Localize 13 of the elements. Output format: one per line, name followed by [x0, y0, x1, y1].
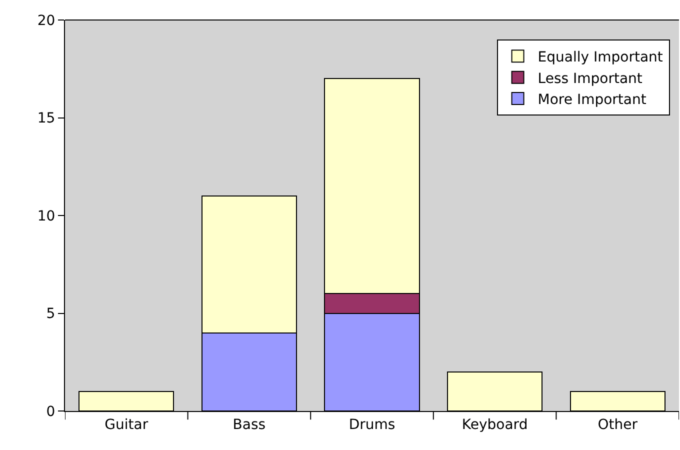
- x-tick-label: Guitar: [104, 416, 148, 433]
- y-tick-label: 20: [37, 12, 56, 29]
- x-tick-label: Keyboard: [462, 416, 528, 433]
- x-tick-label: Other: [598, 416, 638, 433]
- legend-label: Equally Important: [538, 50, 664, 66]
- y-tick-label: 5: [46, 306, 56, 322]
- x-tick-label: Bass: [232, 416, 266, 433]
- legend-label: Less Important: [538, 70, 643, 87]
- legend-label: More Important: [538, 92, 647, 108]
- y-tick-label: 0: [46, 404, 56, 420]
- y-tick-label: 15: [37, 110, 56, 127]
- y-tick-label: 10: [37, 208, 56, 224]
- x-tick-label: Drums: [348, 416, 396, 433]
